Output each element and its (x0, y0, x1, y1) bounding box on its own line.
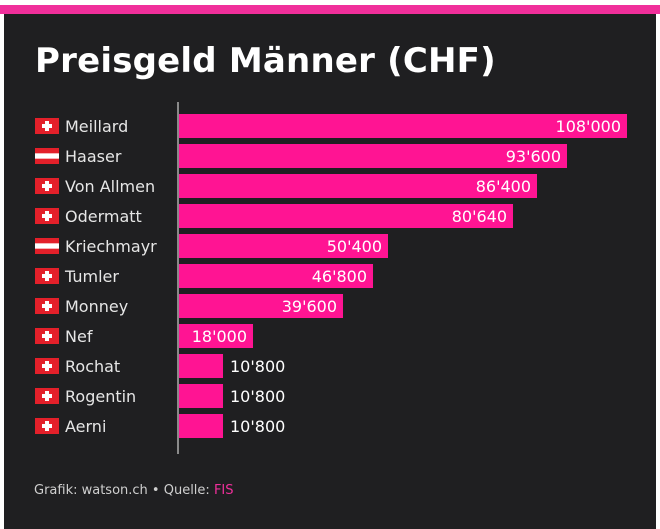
bar (178, 114, 627, 138)
bar (178, 414, 223, 438)
bar (178, 354, 223, 378)
switzerland-flag-icon (35, 328, 59, 344)
switzerland-flag-icon (35, 418, 59, 434)
austria-flag-icon (35, 238, 59, 254)
category-label: Meillard (65, 117, 128, 136)
switzerland-flag-icon (35, 298, 59, 314)
footer-prefix: Grafik: watson.ch • Quelle: (34, 483, 214, 498)
category-label: Kriechmayr (65, 237, 157, 256)
data-label: 10'800 (230, 417, 285, 436)
data-label: 10'800 (230, 357, 285, 376)
data-label: 80'640 (452, 207, 507, 226)
category-label: Rogentin (65, 387, 136, 406)
data-label: 39'600 (282, 297, 337, 316)
bar (178, 384, 223, 408)
bar (178, 234, 388, 258)
category-label: Rochat (65, 357, 120, 376)
bar (178, 204, 513, 228)
footer-credit: Grafik: watson.ch • Quelle: FIS (34, 483, 234, 498)
data-label: 108'000 (556, 117, 621, 136)
footer-source-link[interactable]: FIS (213, 483, 234, 498)
switzerland-flag-icon (35, 268, 59, 284)
switzerland-flag-icon (35, 178, 59, 194)
bar (178, 294, 343, 318)
category-label: Von Allmen (65, 177, 155, 196)
category-label: Odermatt (65, 207, 142, 226)
category-label: Nef (65, 327, 93, 346)
category-label: Aerni (65, 417, 106, 436)
data-label: 93'600 (506, 147, 561, 166)
category-label: Tumler (64, 267, 119, 286)
chart-title: Preisgeld Männer (CHF) (35, 41, 496, 81)
austria-flag-icon (35, 148, 59, 164)
bar-chart: Meillard 108'000 Haaser 93'600 Von Allmen 86'… (35, 102, 627, 454)
category-label: Monney (65, 297, 128, 316)
bar (178, 264, 373, 288)
accent-bar (0, 5, 660, 14)
switzerland-flag-icon (35, 118, 59, 134)
switzerland-flag-icon (35, 358, 59, 374)
bar (178, 144, 567, 168)
category-label: Haaser (65, 147, 122, 166)
bar (178, 174, 537, 198)
bar (178, 324, 253, 348)
data-label: 10'800 (230, 387, 285, 406)
data-label: 18'000 (192, 327, 247, 346)
data-label: 50'400 (327, 237, 382, 256)
top-strip (0, 0, 660, 14)
data-label: 46'800 (312, 267, 367, 286)
chart-card: Preisgeld Männer (CHF) Meillard 108'000 Ha… (4, 14, 656, 529)
data-label: 86'400 (476, 177, 531, 196)
switzerland-flag-icon (35, 208, 59, 224)
switzerland-flag-icon (35, 388, 59, 404)
